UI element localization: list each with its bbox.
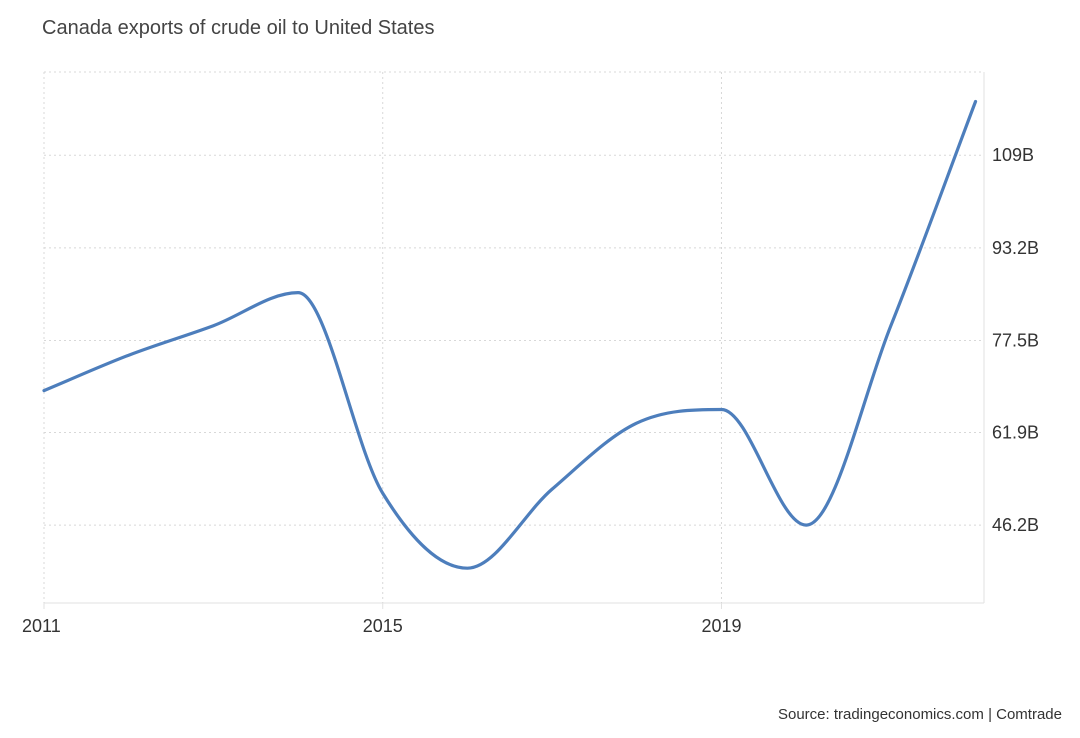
grid-layer — [43, 71, 985, 609]
data-point — [464, 565, 470, 571]
y-tick-label: 46.2B — [992, 515, 1039, 535]
chart-title: Canada exports of crude oil to United St… — [42, 17, 435, 39]
y-tick-label: 93.2B — [992, 238, 1039, 258]
data-point — [718, 406, 724, 412]
series-layer — [41, 99, 979, 571]
data-point — [549, 486, 555, 492]
data-point — [634, 420, 640, 426]
y-tick-label: 109B — [992, 145, 1034, 165]
data-point — [973, 99, 979, 105]
series-line — [42, 99, 978, 570]
y-tick-label: 77.5B — [992, 330, 1039, 350]
data-point — [41, 388, 47, 394]
data-point — [888, 323, 894, 329]
tick-layer: 46.2B 61.9B 77.5B 93.2B 109B 2011 2015 2019 — [22, 145, 1039, 636]
line-chart: 46.2B 61.9B 77.5B 93.2B 109B 2011 2015 2019 — [22, 71, 1039, 636]
data-point — [295, 290, 301, 296]
data-point — [126, 352, 132, 358]
data-point — [210, 323, 216, 329]
data-point — [380, 490, 386, 496]
data-point — [803, 522, 809, 528]
y-tick-label: 61.9B — [992, 422, 1039, 442]
x-tick-label: 2015 — [363, 616, 403, 636]
x-tick-label: 2011 — [22, 616, 61, 636]
source-note: Source: tradingeconomics.com | Comtrade — [777, 706, 1062, 723]
x-tick-label: 2019 — [701, 616, 741, 636]
